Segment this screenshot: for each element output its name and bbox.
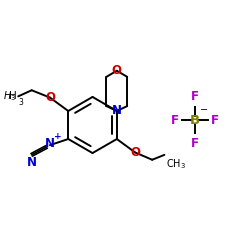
Text: N: N xyxy=(45,138,55,150)
Text: F: F xyxy=(170,114,178,126)
Text: F: F xyxy=(211,114,219,126)
Text: +: + xyxy=(54,132,62,141)
Text: O: O xyxy=(45,91,55,104)
Text: H: H xyxy=(9,91,17,101)
Text: −: − xyxy=(200,105,208,115)
Text: N: N xyxy=(112,104,122,118)
Text: B: B xyxy=(190,114,200,126)
Text: CH$_3$: CH$_3$ xyxy=(166,157,186,171)
Text: $H_3$: $H_3$ xyxy=(3,90,16,103)
Text: N: N xyxy=(27,156,37,169)
Text: F: F xyxy=(191,137,199,150)
Text: 3: 3 xyxy=(19,98,24,107)
Text: O: O xyxy=(112,64,122,77)
Text: O: O xyxy=(130,146,140,159)
Text: F: F xyxy=(191,90,199,103)
